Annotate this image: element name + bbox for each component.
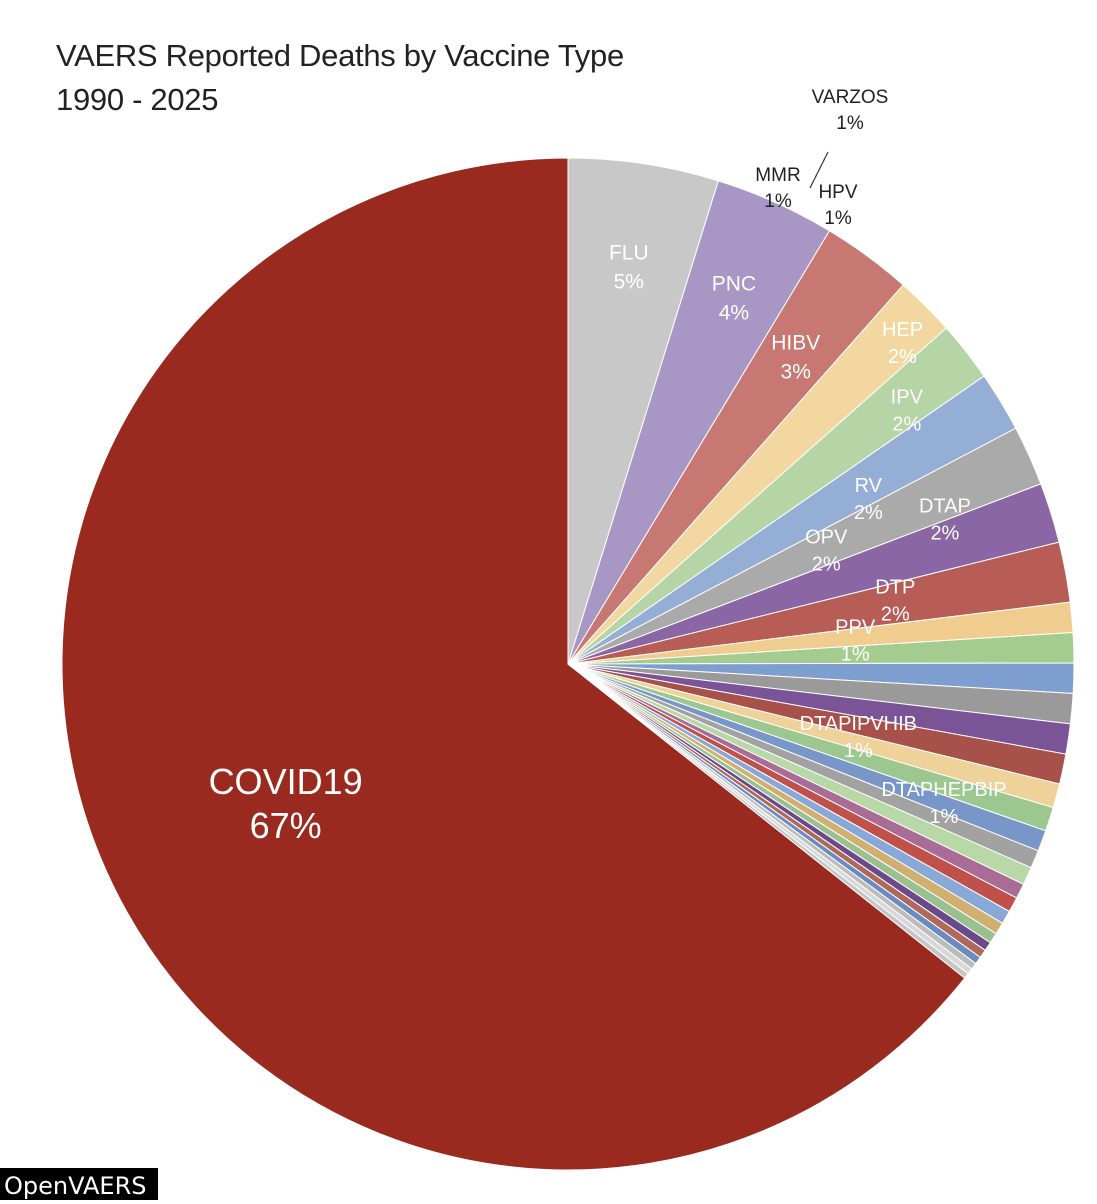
chart-subtitle: 1990 - 2025 [56, 82, 219, 117]
pie-label-rv: RV 2% [854, 475, 883, 524]
pie-label-covid19: COVID19 67% [209, 761, 363, 846]
pie-label-name: DTAP [919, 495, 971, 517]
pie-label-name: RV [855, 475, 883, 497]
pie-label-percent: 2% [892, 413, 921, 435]
pie-label-opv: OPV 2% [805, 526, 848, 575]
pie-label-percent: 3% [781, 361, 811, 384]
pie-label-name: COVID19 [209, 761, 363, 802]
pie-label-dtap: DTAP 2% [919, 495, 971, 544]
pie-label-ppv: PPV 1% [835, 616, 876, 665]
pie-label-varzos: VARZOS 1% [812, 87, 889, 134]
pie-label-percent: 2% [854, 502, 883, 524]
pie-label-dtapipvhib: DTAPIPVHIB 1% [800, 713, 917, 762]
pie-label-percent: 5% [614, 270, 644, 293]
pie-label-name: OPV [805, 526, 848, 548]
pie-slice-covid19 [61, 157, 966, 1171]
pie-label-percent: 1% [930, 806, 959, 828]
pie-label-flu: FLU 5% [609, 241, 649, 293]
pie-label-percent: 1% [836, 113, 864, 134]
label-leaders [809, 151, 829, 189]
pie-label-name: HPV [818, 182, 857, 203]
pie-label-name: DTAPHEPBIP [881, 779, 1006, 801]
pie-label-percent: 2% [930, 522, 959, 544]
pie-label-name: HEP [882, 319, 923, 341]
pie-label-percent: 1% [841, 643, 870, 665]
pie-label-percent: 2% [812, 553, 841, 575]
pie-label-percent: 1% [764, 191, 792, 212]
pie-label-dtaphepbip: DTAPHEPBIP 1% [881, 779, 1006, 828]
pie-label-pnc: PNC 4% [712, 272, 756, 324]
pie-label-percent: 4% [719, 301, 749, 324]
pie-label-dtp: DTP 2% [875, 577, 915, 626]
pie-label-percent: 1% [844, 740, 873, 762]
pie-labels: COVID19 67% FLU 5% PNC 4% HIBV 3% HEP 2% IPV 2% RV 2%… [209, 87, 1007, 846]
chart-title-block: VAERS Reported Deaths by Vaccine Type 19… [56, 34, 624, 122]
pie-label-name: PPV [835, 616, 876, 638]
pie-label-name: VARZOS [812, 87, 889, 108]
pie-label-hibv: HIBV 3% [771, 332, 820, 384]
pie-label-name: FLU [609, 241, 649, 264]
pie-label-hpv: HPV 1% [818, 182, 857, 229]
pie-label-percent: 2% [881, 604, 910, 626]
pie-label-percent: 2% [888, 346, 917, 368]
pie-label-name: DTAPIPVHIB [800, 713, 917, 735]
varzos-leader-line [809, 151, 829, 189]
pie-slice-flu [567, 157, 719, 665]
pie-label-percent: 1% [824, 208, 852, 229]
pie-label-name: IPV [891, 386, 924, 408]
pie-label-name: PNC [712, 272, 756, 295]
pie-label-name: MMR [755, 165, 800, 186]
pie-label-name: HIBV [771, 332, 820, 355]
pie-label-percent: 67% [250, 805, 322, 846]
source-watermark: OpenVAERS [0, 1168, 159, 1200]
pie-slices [61, 157, 1075, 1171]
pie-label-ipv: IPV 2% [891, 386, 924, 435]
pie-label-hep: HEP 2% [882, 319, 923, 368]
pie-label-mmr: MMR 1% [755, 165, 800, 212]
pie-slice-other-31 [567, 663, 969, 979]
pie-label-name: DTP [875, 577, 915, 599]
chart-title: VAERS Reported Deaths by Vaccine Type [56, 38, 624, 73]
